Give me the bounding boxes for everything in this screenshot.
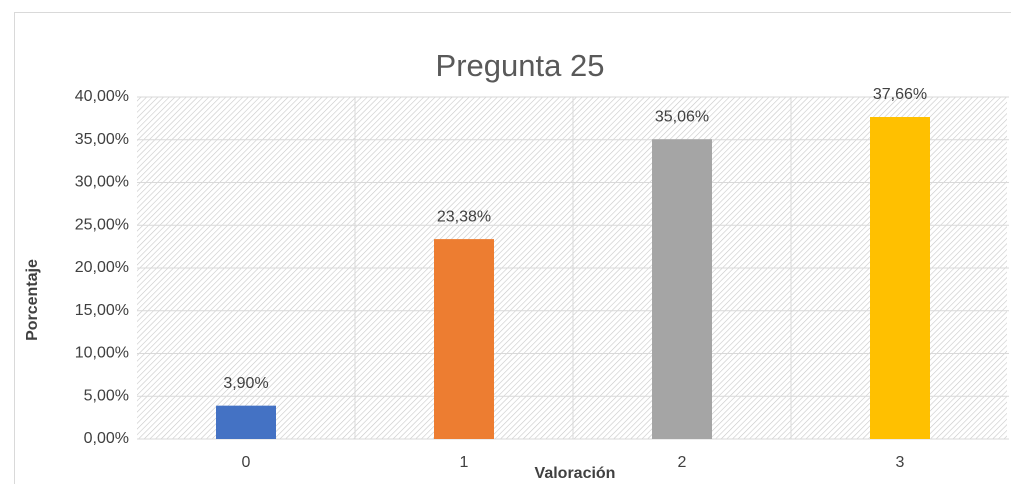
bar bbox=[216, 405, 276, 439]
bar bbox=[434, 239, 494, 439]
data-label: 37,66% bbox=[873, 86, 927, 103]
x-tick-label: 1 bbox=[460, 454, 469, 471]
bar bbox=[652, 139, 712, 439]
y-tick-label: 15,00% bbox=[75, 302, 129, 319]
data-label: 35,06% bbox=[655, 108, 709, 125]
y-tick-label: 35,00% bbox=[75, 131, 129, 148]
bar bbox=[870, 117, 930, 439]
x-tick-label: 0 bbox=[242, 454, 251, 471]
x-tick-label: 3 bbox=[896, 454, 905, 471]
y-tick-label: 5,00% bbox=[84, 387, 129, 404]
y-tick-label: 0,00% bbox=[84, 430, 129, 447]
data-label: 3,90% bbox=[223, 375, 268, 392]
chart-title: Pregunta 25 bbox=[436, 48, 605, 83]
chart-border bbox=[14, 12, 1011, 484]
data-label: 23,38% bbox=[437, 208, 491, 225]
y-axis-label: Porcentaje bbox=[24, 259, 41, 341]
x-tick-label: 2 bbox=[678, 454, 687, 471]
y-tick-label: 10,00% bbox=[75, 345, 129, 362]
y-tick-label: 25,00% bbox=[75, 216, 129, 233]
x-axis-label: Valoración bbox=[535, 465, 616, 482]
y-tick-label: 30,00% bbox=[75, 174, 129, 191]
y-tick-label: 20,00% bbox=[75, 259, 129, 276]
y-tick-label: 40,00% bbox=[75, 88, 129, 105]
